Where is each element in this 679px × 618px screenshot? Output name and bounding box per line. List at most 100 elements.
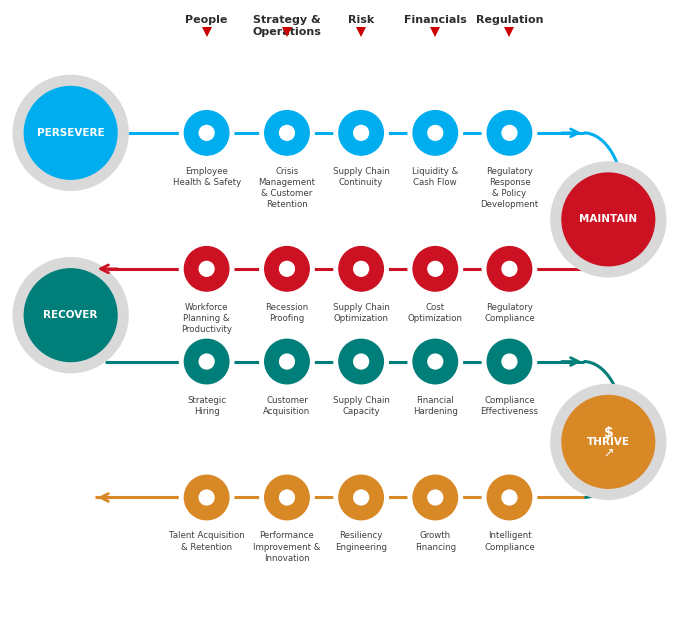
Text: THRIVE: THRIVE bbox=[587, 437, 630, 447]
Text: MAINTAIN: MAINTAIN bbox=[579, 214, 638, 224]
Text: ✦: ✦ bbox=[284, 130, 290, 136]
Circle shape bbox=[179, 334, 234, 389]
Circle shape bbox=[482, 106, 536, 160]
Circle shape bbox=[482, 242, 536, 296]
Text: Compliance
Effectiveness: Compliance Effectiveness bbox=[481, 396, 538, 416]
Circle shape bbox=[551, 162, 666, 277]
Text: ✦: ✦ bbox=[284, 266, 290, 272]
Circle shape bbox=[185, 475, 229, 520]
Circle shape bbox=[562, 396, 655, 488]
Text: ✦: ✦ bbox=[507, 494, 513, 501]
Text: Performance
Improvement &
Innovation: Performance Improvement & Innovation bbox=[253, 531, 320, 562]
Circle shape bbox=[334, 334, 388, 389]
Circle shape bbox=[354, 125, 369, 140]
Text: $: $ bbox=[604, 426, 613, 439]
Text: ✦: ✦ bbox=[433, 266, 438, 272]
Circle shape bbox=[488, 247, 532, 291]
Text: ↗: ↗ bbox=[603, 446, 614, 460]
Text: Regulatory
Compliance: Regulatory Compliance bbox=[484, 303, 535, 323]
Text: ✦: ✦ bbox=[359, 266, 364, 272]
Circle shape bbox=[260, 470, 314, 525]
Text: Regulation: Regulation bbox=[476, 15, 543, 25]
Circle shape bbox=[179, 106, 234, 160]
Text: Employee
Health & Safety: Employee Health & Safety bbox=[172, 167, 241, 187]
Circle shape bbox=[13, 258, 128, 373]
Text: ✦: ✦ bbox=[204, 358, 210, 365]
Text: ✦: ✦ bbox=[284, 358, 290, 365]
Circle shape bbox=[413, 111, 458, 155]
Circle shape bbox=[185, 247, 229, 291]
Circle shape bbox=[482, 334, 536, 389]
Circle shape bbox=[428, 261, 443, 276]
Circle shape bbox=[502, 261, 517, 276]
Circle shape bbox=[334, 242, 388, 296]
Circle shape bbox=[179, 242, 234, 296]
Text: ✦: ✦ bbox=[433, 494, 438, 501]
Circle shape bbox=[428, 354, 443, 369]
Circle shape bbox=[339, 339, 384, 384]
Text: Cost
Optimization: Cost Optimization bbox=[408, 303, 463, 323]
Circle shape bbox=[413, 247, 458, 291]
Text: ✦: ✦ bbox=[204, 130, 210, 136]
Text: Supply Chain
Optimization: Supply Chain Optimization bbox=[333, 303, 390, 323]
Circle shape bbox=[502, 125, 517, 140]
Text: Regulatory
Response
& Policy
Development: Regulatory Response & Policy Development bbox=[480, 167, 538, 209]
Circle shape bbox=[260, 334, 314, 389]
Circle shape bbox=[413, 339, 458, 384]
Circle shape bbox=[488, 339, 532, 384]
Circle shape bbox=[265, 475, 309, 520]
Circle shape bbox=[488, 111, 532, 155]
Circle shape bbox=[280, 354, 295, 369]
Text: Strategic
Hiring: Strategic Hiring bbox=[187, 396, 226, 416]
Text: ✦: ✦ bbox=[433, 130, 438, 136]
Text: ✦: ✦ bbox=[507, 130, 513, 136]
Text: ✦: ✦ bbox=[507, 266, 513, 272]
Text: ✦: ✦ bbox=[359, 130, 364, 136]
Circle shape bbox=[339, 247, 384, 291]
Circle shape bbox=[185, 339, 229, 384]
Circle shape bbox=[265, 111, 309, 155]
Text: Risk: Risk bbox=[348, 15, 374, 25]
Text: Growth
Financing: Growth Financing bbox=[415, 531, 456, 552]
Circle shape bbox=[428, 490, 443, 505]
Circle shape bbox=[280, 125, 295, 140]
Text: Recession
Proofing: Recession Proofing bbox=[265, 303, 308, 323]
Text: People: People bbox=[185, 15, 228, 25]
Circle shape bbox=[502, 354, 517, 369]
Circle shape bbox=[488, 475, 532, 520]
Text: Talent Acquisition
& Retention: Talent Acquisition & Retention bbox=[169, 531, 244, 552]
Text: ✦: ✦ bbox=[433, 358, 438, 365]
Text: Workforce
Planning &
Productivity: Workforce Planning & Productivity bbox=[181, 303, 232, 334]
Circle shape bbox=[413, 475, 458, 520]
Circle shape bbox=[199, 354, 214, 369]
Circle shape bbox=[265, 247, 309, 291]
Circle shape bbox=[562, 173, 655, 266]
Text: Strategy &
Operations: Strategy & Operations bbox=[253, 15, 321, 37]
Circle shape bbox=[408, 470, 462, 525]
Circle shape bbox=[502, 490, 517, 505]
Text: ✦: ✦ bbox=[204, 494, 210, 501]
Circle shape bbox=[265, 339, 309, 384]
Text: Customer
Acquisition: Customer Acquisition bbox=[263, 396, 310, 416]
Text: ✦: ✦ bbox=[204, 266, 210, 272]
Text: Liquidity &
Cash Flow: Liquidity & Cash Flow bbox=[412, 167, 458, 187]
Text: Crisis
Management
& Customer
Retention: Crisis Management & Customer Retention bbox=[259, 167, 316, 209]
Text: ✦: ✦ bbox=[507, 358, 513, 365]
Circle shape bbox=[24, 87, 117, 179]
Text: Resiliency
Engineering: Resiliency Engineering bbox=[335, 531, 387, 552]
Text: ✦: ✦ bbox=[284, 494, 290, 501]
Circle shape bbox=[260, 242, 314, 296]
Circle shape bbox=[354, 354, 369, 369]
Circle shape bbox=[199, 490, 214, 505]
Circle shape bbox=[280, 490, 295, 505]
Text: RECOVER: RECOVER bbox=[43, 310, 98, 320]
Circle shape bbox=[199, 125, 214, 140]
Circle shape bbox=[408, 106, 462, 160]
Text: Financials: Financials bbox=[404, 15, 466, 25]
Circle shape bbox=[13, 75, 128, 190]
Circle shape bbox=[339, 111, 384, 155]
Circle shape bbox=[482, 470, 536, 525]
Text: ✦: ✦ bbox=[359, 358, 364, 365]
Circle shape bbox=[408, 242, 462, 296]
Circle shape bbox=[551, 384, 666, 499]
